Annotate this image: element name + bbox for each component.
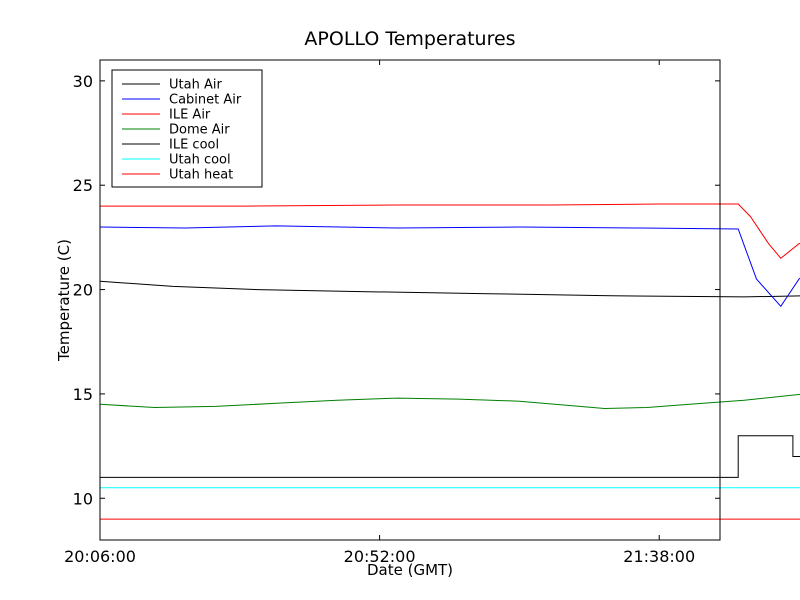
- y-tick-label: 10: [73, 489, 93, 508]
- legend-label-utah-heat: Utah heat: [169, 168, 233, 183]
- y-tick-label: 20: [73, 281, 93, 300]
- series-layer: [99, 203, 800, 520]
- y-tick-label: 30: [73, 72, 93, 91]
- x-tick-label: 20:52:00: [344, 547, 416, 566]
- series-line-dome-air: [99, 393, 800, 410]
- series-line-cabinet-air: [99, 225, 800, 308]
- plot-frame: [99, 59, 721, 541]
- series-line-ile-air: [100, 203, 800, 259]
- chart-title: APOLLO Temperatures: [304, 28, 515, 50]
- x-tick-label: 21:38:00: [623, 547, 695, 566]
- y-axis-label: Temperature (C): [55, 239, 73, 362]
- y-tick-label: 15: [73, 385, 93, 404]
- x-tick-label: 20:06:00: [64, 547, 136, 566]
- ticks-layer: 20:06:0020:52:0021:38:0022:24:0023:10:00…: [64, 60, 720, 566]
- legend-label-cabinet-air: Cabinet Air: [169, 93, 242, 108]
- legend-label-utah-air: Utah Air: [169, 78, 222, 93]
- legend-label-ile-air: ILE Air: [169, 108, 211, 123]
- series-line-utah-air: [99, 280, 800, 298]
- legend-label-utah-cool: Utah cool: [169, 153, 231, 168]
- x-axis-label: Date (GMT): [367, 561, 453, 579]
- series-line-ile-cool: [100, 435, 800, 478]
- legend-label-ile-cool: ILE cool: [169, 138, 219, 153]
- legend-label-dome-air: Dome Air: [169, 123, 230, 138]
- y-tick-label: 25: [73, 176, 93, 195]
